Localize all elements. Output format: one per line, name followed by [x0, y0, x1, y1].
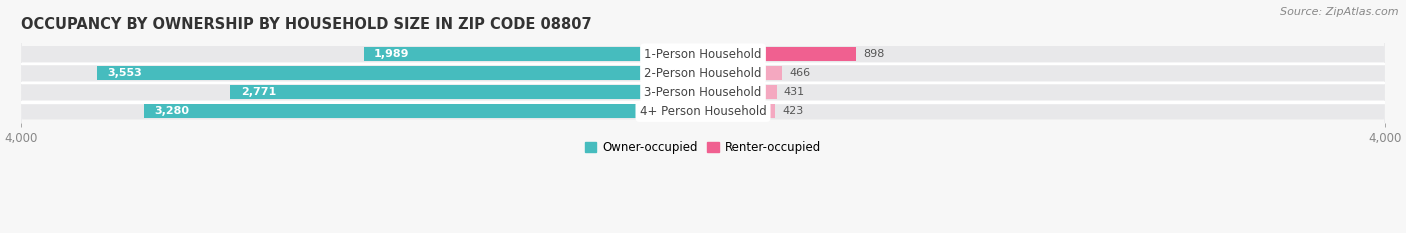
Legend: Owner-occupied, Renter-occupied: Owner-occupied, Renter-occupied — [579, 136, 827, 159]
FancyBboxPatch shape — [21, 0, 1385, 233]
Text: 2-Person Household: 2-Person Household — [644, 67, 762, 80]
Bar — [703, 86, 776, 99]
Text: 898: 898 — [863, 49, 884, 59]
Text: OCCUPANCY BY OWNERSHIP BY HOUSEHOLD SIZE IN ZIP CODE 08807: OCCUPANCY BY OWNERSHIP BY HOUSEHOLD SIZE… — [21, 17, 592, 32]
Text: 1-Person Household: 1-Person Household — [644, 48, 762, 61]
Text: Source: ZipAtlas.com: Source: ZipAtlas.com — [1281, 7, 1399, 17]
Bar — [231, 86, 703, 99]
Bar — [21, 82, 1385, 83]
Text: 423: 423 — [782, 106, 803, 116]
Text: 1,989: 1,989 — [374, 49, 409, 59]
Bar — [143, 104, 703, 118]
FancyBboxPatch shape — [21, 0, 1385, 218]
Bar — [703, 104, 775, 118]
Bar — [21, 63, 1385, 64]
FancyBboxPatch shape — [21, 0, 1385, 199]
Text: 431: 431 — [783, 87, 804, 97]
Bar — [97, 66, 703, 80]
Text: 2,771: 2,771 — [240, 87, 276, 97]
Text: 3-Person Household: 3-Person Household — [644, 86, 762, 99]
Text: 3,553: 3,553 — [107, 68, 142, 78]
Text: 4+ Person Household: 4+ Person Household — [640, 105, 766, 118]
FancyBboxPatch shape — [21, 0, 1385, 233]
Bar — [21, 101, 1385, 103]
Bar — [364, 47, 703, 61]
Bar — [703, 66, 783, 80]
Text: 3,280: 3,280 — [153, 106, 188, 116]
Text: 466: 466 — [789, 68, 810, 78]
Bar — [703, 47, 856, 61]
